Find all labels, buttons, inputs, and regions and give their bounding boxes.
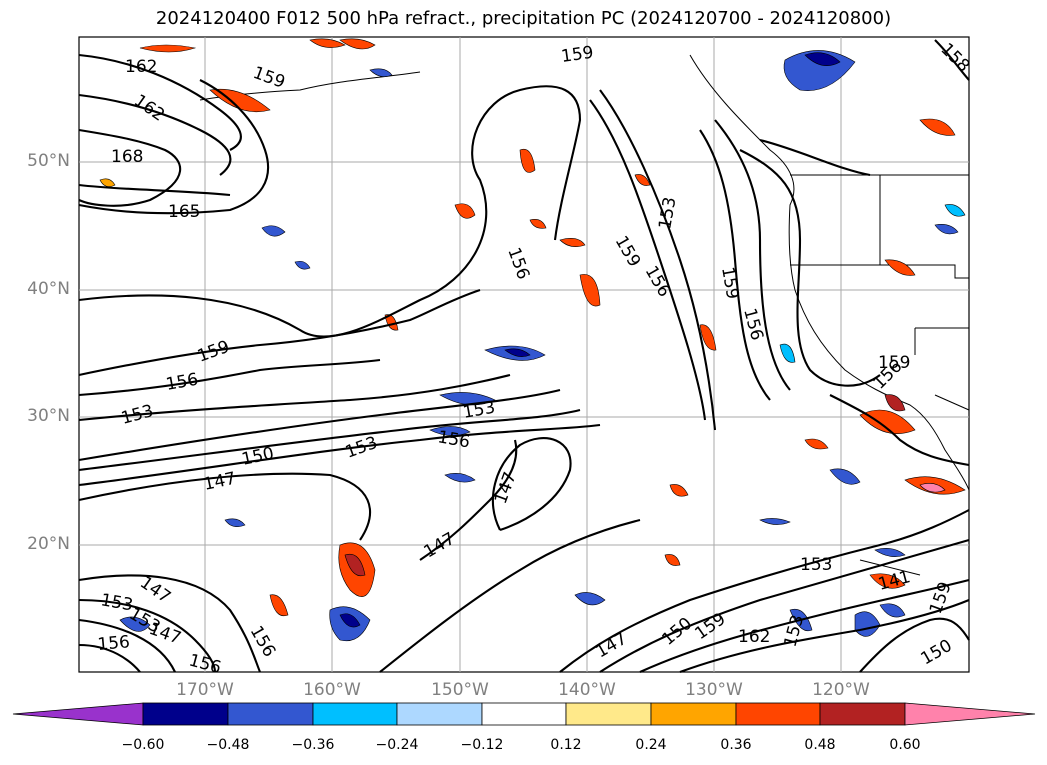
colorbar-tick: 0.24: [635, 737, 667, 753]
colorbar-tick: 0.48: [804, 737, 836, 753]
lon-label-170w: 170°W: [176, 680, 234, 700]
colorbar-extend-low: [12, 702, 144, 726]
contour-label: 156: [97, 632, 131, 655]
lat-label-30n: 30°N: [27, 406, 70, 426]
colorbar-tick: −0.48: [206, 737, 250, 753]
colorbar-tick: 0.12: [550, 737, 582, 753]
precip-negative-patches: [119, 50, 966, 642]
contour-label: 162: [125, 57, 157, 77]
colorbar-tick: 0.36: [720, 737, 752, 753]
colorbar-tick: 0.60: [889, 737, 921, 753]
lat-label-50n: 50°N: [27, 151, 70, 171]
lat-label-40n: 40°N: [27, 279, 70, 299]
colorbar-tick: −0.36: [291, 737, 335, 753]
colorbar-extend-high: [904, 702, 1036, 726]
contour-label: 159: [560, 43, 595, 67]
contour-label: 159: [878, 353, 910, 373]
contour-label: 165: [168, 202, 200, 222]
gridlines: [79, 37, 969, 672]
colorbar-tick: −0.24: [375, 737, 419, 753]
contour-label: 153: [800, 555, 832, 575]
contour-lines: [78, 39, 970, 673]
colorbar-tick: −0.60: [121, 737, 165, 753]
lon-label-130w: 130°W: [685, 680, 743, 700]
colorbar-tick: −0.12: [460, 737, 504, 753]
precip-positive-patches: [99, 38, 966, 617]
lon-label-140w: 140°W: [558, 680, 616, 700]
colorbar: [12, 702, 1036, 726]
contour-label: 168: [111, 147, 143, 167]
contour-label: 162: [738, 627, 770, 647]
lon-label-160w: 160°W: [303, 680, 361, 700]
lon-label-150w: 150°W: [431, 680, 489, 700]
chart-title: 2024120400 F012 500 hPa refract., precip…: [155, 8, 892, 29]
lat-label-20n: 20°N: [27, 534, 70, 554]
lon-label-120w: 120°W: [812, 680, 870, 700]
